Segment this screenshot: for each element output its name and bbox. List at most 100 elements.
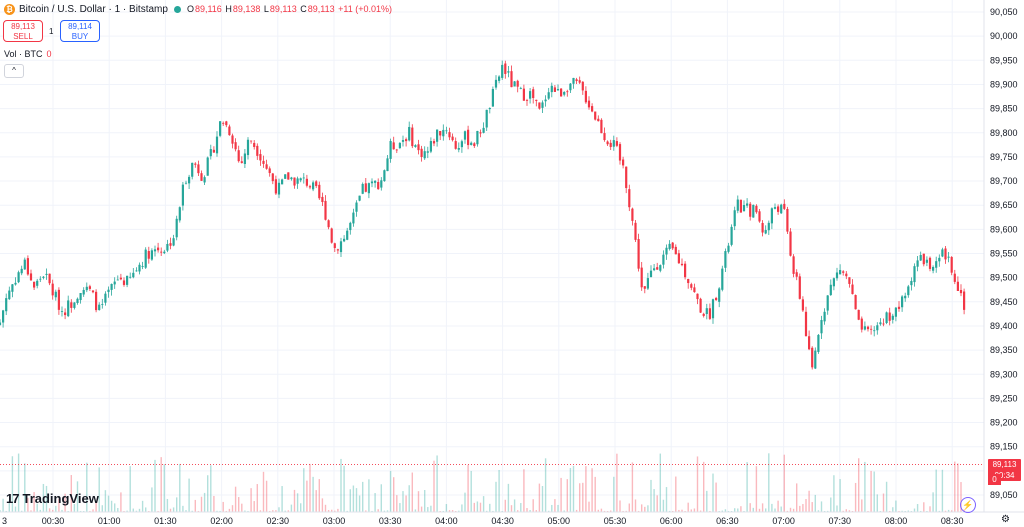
volume-bar — [526, 508, 528, 512]
volume-bar — [269, 510, 271, 512]
volume-bar — [771, 503, 773, 512]
price-axis: 90,050 90,000 89,950 89,900 89,850 89,800 89,7… — [990, 7, 1018, 500]
candle-body — [361, 183, 364, 194]
candle — [584, 86, 587, 104]
candle — [609, 139, 612, 151]
candle — [219, 121, 222, 138]
volume-bar — [157, 510, 159, 512]
candle — [910, 277, 913, 291]
candle-body — [274, 179, 277, 194]
volume-bar — [228, 508, 231, 512]
candle — [429, 137, 432, 154]
volume-bar — [8, 500, 10, 512]
volume-bar — [148, 510, 150, 512]
candle — [39, 276, 42, 283]
volume-bar — [337, 508, 339, 512]
candle — [287, 172, 290, 180]
volume-bar — [241, 503, 243, 512]
volume-bar — [92, 509, 94, 512]
volume-bar — [334, 510, 336, 512]
price-tick-label: 89,950 — [990, 55, 1018, 65]
volume-bar — [582, 482, 584, 512]
tradingview-wordmark: TradingView — [22, 491, 99, 506]
volume-bar — [405, 495, 407, 512]
volume-legend[interactable]: Vol · BTC 0 — [4, 49, 52, 59]
candle — [516, 79, 519, 93]
time-tick-label: 06:30 — [716, 516, 739, 526]
candle-body — [643, 286, 646, 289]
candle-body — [823, 311, 826, 322]
candle-body — [268, 168, 271, 174]
buy-button[interactable]: 89,114 BUY — [60, 20, 100, 42]
candle-body — [305, 178, 308, 186]
candle — [457, 142, 460, 153]
candle-body — [935, 261, 938, 268]
symbol-header[interactable]: ₿ Bitcoin / U.S. Dollar · 1 · Bitstamp O… — [0, 0, 393, 18]
candle-body — [0, 322, 2, 325]
candle-body — [215, 136, 219, 154]
time-tick-label: 02:00 — [210, 516, 233, 526]
candle-body — [29, 273, 33, 281]
lightning-icon[interactable]: ⚡ — [960, 497, 976, 513]
candle — [659, 264, 662, 273]
candle — [48, 273, 51, 286]
volume-bar — [442, 510, 444, 512]
candle — [119, 273, 122, 281]
candle-body — [470, 142, 473, 145]
candle — [618, 142, 622, 165]
price-tick-label: 89,700 — [990, 176, 1018, 186]
volume-bar — [523, 469, 525, 512]
volume-bar — [495, 481, 497, 512]
candle — [792, 254, 795, 278]
candle-body — [395, 149, 398, 151]
candle-body — [39, 278, 42, 280]
candle — [259, 149, 262, 166]
time-tick-label: 05:30 — [604, 516, 627, 526]
time-tick-label: 00:30 — [42, 516, 65, 526]
candle — [361, 182, 364, 195]
volume-bar — [594, 476, 596, 512]
volume-bar — [17, 453, 20, 512]
candle — [70, 299, 73, 313]
candle-body — [45, 273, 48, 275]
candle — [907, 284, 910, 298]
tradingview-logo[interactable]: 17 TradingView — [6, 491, 99, 506]
volume-bar — [343, 465, 345, 512]
candle — [392, 136, 395, 150]
volume-bar — [616, 453, 618, 512]
candle — [88, 284, 91, 291]
volume-bar — [55, 505, 57, 512]
volume-bar — [665, 487, 668, 512]
candle — [175, 215, 178, 241]
volume-bar — [386, 510, 389, 512]
candle — [640, 261, 643, 291]
candle-body — [656, 267, 659, 270]
candle-body — [606, 141, 609, 145]
candle — [144, 247, 147, 270]
candle-body — [755, 205, 758, 213]
candle — [299, 177, 302, 183]
volume-bar — [796, 483, 798, 512]
candle — [355, 200, 358, 217]
time-tick-label: 07:00 — [772, 516, 795, 526]
candle — [622, 156, 625, 169]
volume-bar — [579, 483, 581, 512]
volume-bar — [117, 507, 119, 512]
settings-gear-icon[interactable]: ⚙ — [1001, 514, 1010, 525]
symbol-title[interactable]: Bitcoin / U.S. Dollar · 1 · Bitstamp — [19, 3, 168, 15]
collapse-chevron-icon[interactable]: ^ — [4, 64, 24, 78]
sell-button[interactable]: 89,113 SELL — [3, 20, 43, 42]
candle — [389, 138, 392, 163]
candle — [653, 263, 656, 272]
volume-bar — [690, 509, 692, 512]
candle — [160, 247, 163, 256]
volume-bar — [535, 510, 537, 512]
volume-bar — [203, 492, 206, 512]
candle — [829, 279, 832, 297]
volume-bar — [380, 484, 382, 512]
candle — [23, 257, 26, 270]
candle — [312, 180, 315, 192]
candle — [380, 177, 383, 191]
candle — [85, 282, 88, 293]
